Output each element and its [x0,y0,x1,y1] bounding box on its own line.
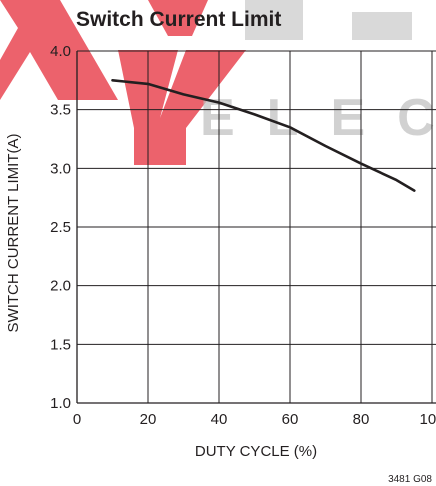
series-line [111,79,416,192]
watermark-gray-block-2 [352,12,412,40]
x-tick-label: 0 [73,411,81,428]
watermark-text: ELEC [200,89,436,147]
x-tick-label: 60 [282,411,299,428]
x-tick-label: 40 [211,411,228,428]
y-tick-label: 3.5 [50,102,71,119]
series-group [111,79,416,192]
y-tick-label: 2.0 [50,278,71,295]
watermark-gray-block-1 [245,0,303,40]
x-tick-label: 100 [419,411,436,428]
x-tick-labels: 0 20 40 60 80 100 [73,411,436,428]
watermark-red-shape-left [0,0,118,100]
watermark-red-shape-center [148,0,208,36]
figure-id: 3481 G08 [388,474,432,485]
y-tick-labels: 1.0 1.5 2.0 2.5 3.0 3.5 4.0 [50,43,71,412]
watermark-red-y [118,50,246,165]
watermark-logo: ELEC [0,0,436,165]
y-axis-label: SWITCH CURRENT LIMIT(A) [5,134,22,333]
y-tick-label: 3.0 [50,160,71,177]
chart-title: Switch Current Limit [76,8,281,31]
grid [76,50,436,404]
y-tick-label: 4.0 [50,43,71,60]
y-tick-label: 1.5 [50,336,71,353]
x-tick-label: 20 [140,411,157,428]
y-tick-label: 2.5 [50,219,71,236]
y-tick-label: 1.0 [50,395,71,412]
x-tick-label: 80 [353,411,370,428]
x-axis-label: DUTY CYCLE (%) [195,443,317,460]
